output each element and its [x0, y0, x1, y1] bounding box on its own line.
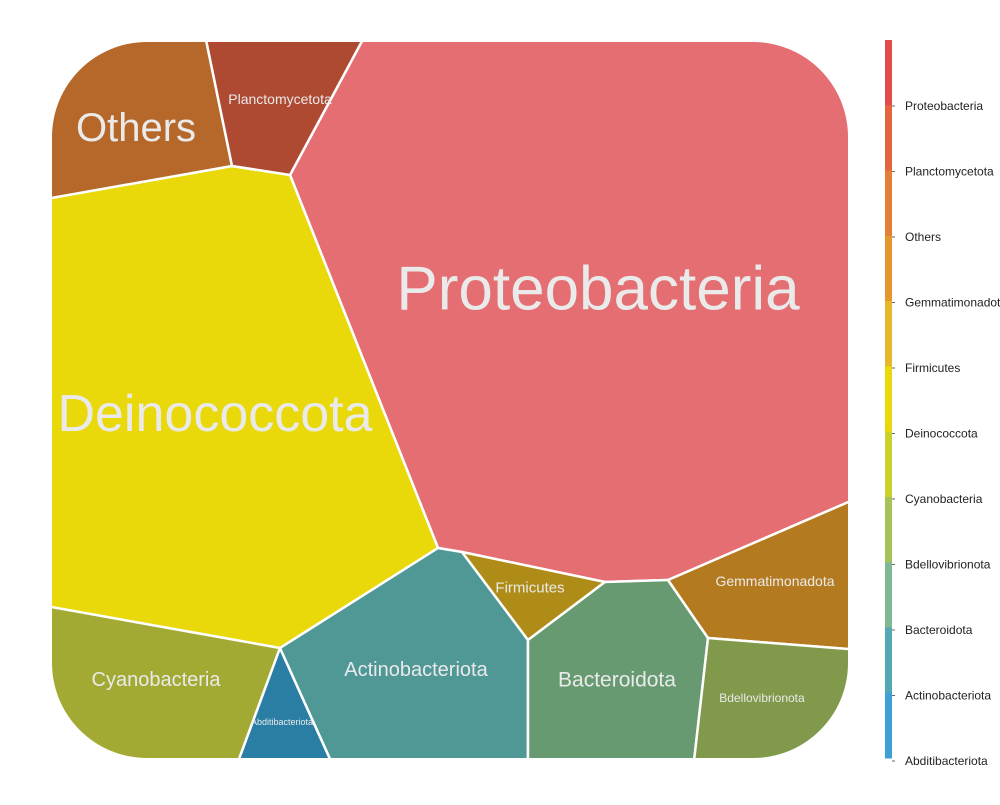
legend-bar-segment: [885, 366, 892, 433]
labels-layer: Proteobacteria Deinococcota Others Planctom…: [57, 91, 834, 727]
cell-label-abditibacteriota: Abditibacteriota: [251, 717, 313, 727]
cell-label-actinobacteriota: Actinobacteriota: [344, 659, 488, 681]
cell-label-planctomycetota: Planctomycetota: [228, 91, 332, 107]
legend-entry-abditibacteriota: Abditibacteriota: [905, 754, 988, 768]
legend-entry-gemmatimonadota: Gemmatimonadota: [905, 296, 1000, 310]
cell-label-firmicutes: Firmicutes: [495, 580, 564, 597]
legend-bar-segment: [885, 627, 892, 694]
legend-bar-segment: [885, 235, 892, 302]
legend-bar-segment: [885, 496, 892, 563]
legend-bar-segment: [885, 40, 892, 106]
cell-label-bacteroidota: Bacteroidota: [558, 669, 676, 692]
legend-entry-proteobacteria: Proteobacteria: [905, 99, 983, 113]
legend-entry-cyanobacteria: Cyanobacteria: [905, 492, 983, 506]
cell-label-bdellovibrionota: Bdellovibrionota: [719, 691, 805, 705]
legend-entry-planctomycetota: Planctomycetota: [905, 165, 994, 179]
cells-layer: [52, 42, 848, 758]
legend-entry-actinobacteriota: Actinobacteriota: [905, 689, 991, 703]
cell-gemmatimonadota: [666, 495, 848, 652]
legend-entry-bacteroidota: Bacteroidota: [905, 623, 973, 637]
legend-entry-bdellovibrionota: Bdellovibrionota: [905, 558, 991, 572]
legend-bar-segment: [885, 105, 892, 172]
cell-planctomycetota: [202, 42, 370, 177]
cell-label-gemmatimonadota: Gemmatimonadota: [715, 573, 834, 589]
legend-bar-segment: [885, 301, 892, 367]
cell-label-proteobacteria: Proteobacteria: [396, 255, 800, 324]
legend-entry-others: Others: [905, 230, 941, 244]
legend-bar-segment: [885, 562, 892, 628]
cell-label-deinococcota: Deinococcota: [57, 385, 372, 443]
cell-label-others: Others: [76, 106, 196, 150]
cell-cyanobacteria: [52, 603, 282, 758]
legend-bar-segment: [885, 692, 892, 759]
legend-bar-segment: [885, 170, 892, 237]
legend-entry-firmicutes: Firmicutes: [905, 361, 960, 375]
cell-label-cyanobacteria: Cyanobacteria: [92, 669, 222, 691]
legend-entry-deinococcota: Deinococcota: [905, 427, 978, 441]
legend: Proteobacteria Planctomycetota Others Gemma…: [885, 40, 1000, 768]
legend-bar-segment: [885, 431, 892, 498]
